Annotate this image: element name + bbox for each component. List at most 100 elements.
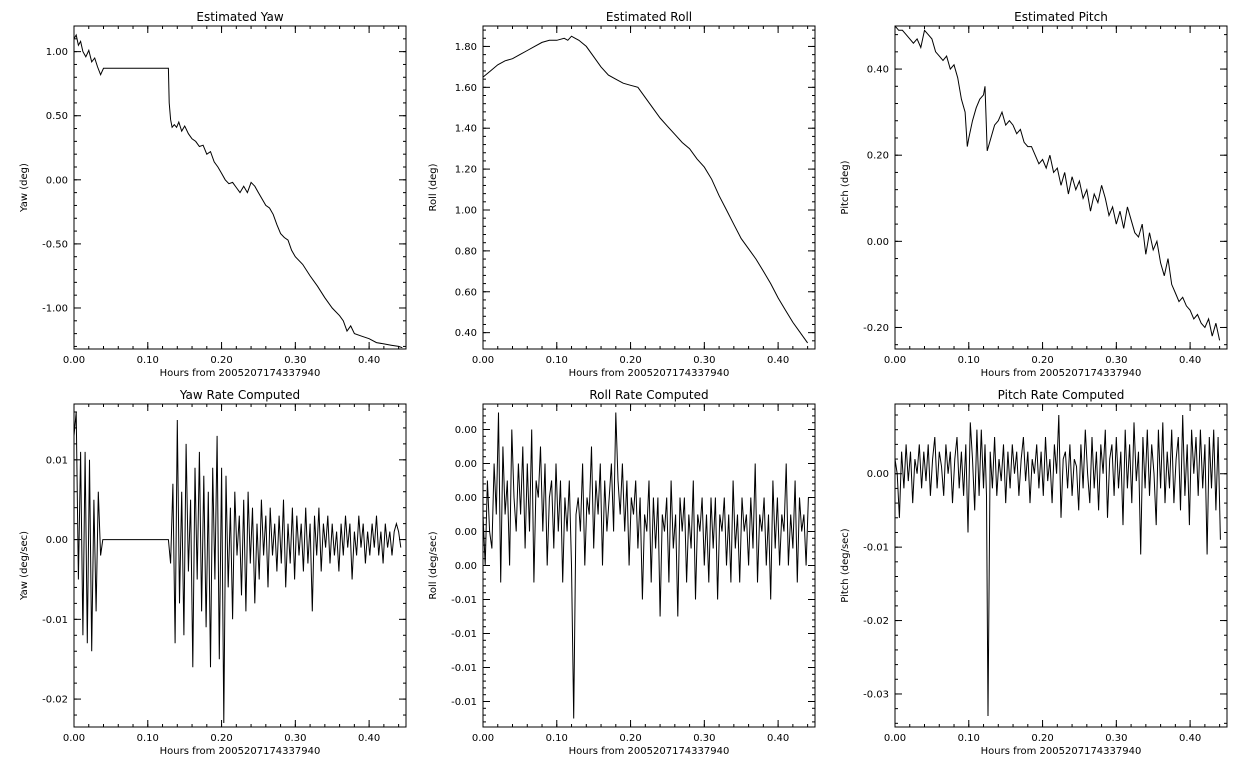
y-axis-label-yaw-rate: Yaw (deg/sec): [19, 531, 30, 601]
x-tick-label: 0.40: [1179, 733, 1201, 744]
y-tick-label: -0.02: [42, 695, 68, 706]
x-axis-label-pitch-rate: Hours from 2005207174337940: [981, 746, 1142, 757]
plot-frame-pitch: [894, 25, 1228, 350]
x-tick-label: 0.30: [284, 733, 306, 744]
y-tick-label: -0.20: [863, 323, 889, 334]
y-tick-label: 0.00: [867, 237, 889, 248]
y-tick-label: 1.00: [455, 205, 477, 216]
x-tick-label: 0.00: [884, 355, 906, 366]
y-tick-label: 0.50: [46, 111, 68, 122]
y-tick-label: 1.20: [455, 165, 477, 176]
y-tick-label: -0.01: [451, 663, 477, 674]
y-axis-label-roll: Roll (deg): [428, 163, 439, 211]
chart-pitch-rate: Pitch Rate Computed Hours from 2005207174…: [840, 388, 1228, 757]
series-line-pitch-rate: [895, 414, 1221, 717]
y-tick-label: -0.03: [863, 689, 889, 700]
series-line-yaw: [74, 33, 403, 349]
x-tick-label: 0.00: [63, 355, 85, 366]
x-tick-label: 0.40: [767, 355, 789, 366]
chart-yaw: Estimated Yaw Hours from 2005207174337940…: [19, 10, 407, 379]
x-tick-label: 0.40: [767, 733, 789, 744]
chart-title-pitch: Estimated Pitch: [1014, 10, 1108, 24]
y-tick-label: 0.00: [46, 535, 68, 546]
y-axis-label-roll-rate: Roll (deg/sec): [428, 531, 439, 599]
x-axis-label-pitch: Hours from 2005207174337940: [981, 368, 1142, 379]
y-tick-label: -0.01: [451, 595, 477, 606]
y-tick-label: 1.80: [455, 42, 477, 53]
x-tick-label: 0.40: [358, 355, 380, 366]
x-tick-label: 0.00: [472, 733, 494, 744]
x-tick-label: 0.20: [210, 355, 232, 366]
y-tick-label: -1.00: [42, 303, 68, 314]
y-axis-label-yaw: Yaw (deg): [19, 163, 30, 213]
y-tick-label: 0.00: [867, 469, 889, 480]
plot-frame-yaw: [73, 25, 407, 350]
x-axis-label-yaw: Hours from 2005207174337940: [160, 368, 321, 379]
y-tick-label: 1.40: [455, 124, 477, 135]
x-tick-label: 0.30: [284, 355, 306, 366]
x-tick-label: 0.20: [210, 733, 232, 744]
x-tick-label: 0.40: [1179, 355, 1201, 366]
y-tick-label: 0.60: [455, 287, 477, 298]
x-axis-label-roll: Hours from 2005207174337940: [569, 368, 730, 379]
x-tick-label: 0.00: [884, 733, 906, 744]
x-tick-label: 0.20: [619, 355, 641, 366]
x-tick-label: 0.10: [958, 355, 980, 366]
x-tick-label: 0.10: [546, 733, 568, 744]
y-tick-label: -0.02: [863, 616, 889, 627]
y-tick-label: -0.01: [451, 697, 477, 708]
chart-roll: Estimated Roll Hours from 200520717433794…: [428, 10, 816, 379]
plot-frame-yaw-rate: [73, 403, 407, 728]
x-tick-label: 0.10: [546, 355, 568, 366]
series-line-roll-rate: [483, 412, 809, 719]
y-axis-label-pitch: Pitch (deg): [840, 160, 851, 214]
y-tick-label: -0.01: [42, 615, 68, 626]
y-tick-label: 0.00: [455, 425, 477, 436]
plot-frame-roll: [482, 25, 816, 350]
y-tick-label: 0.20: [867, 151, 889, 162]
chart-title-roll-rate: Roll Rate Computed: [589, 388, 708, 402]
y-tick-label: 0.80: [455, 246, 477, 257]
series-line-roll: [483, 35, 809, 344]
y-tick-label: 0.00: [455, 459, 477, 470]
plot-frame-roll-rate: [482, 403, 816, 728]
y-tick-label: 0.00: [455, 561, 477, 572]
x-tick-label: 0.20: [1031, 733, 1053, 744]
y-tick-label: 1.00: [46, 47, 68, 58]
y-tick-label: 0.40: [455, 328, 477, 339]
y-tick-label: 0.00: [455, 527, 477, 538]
y-tick-label: -0.01: [863, 543, 889, 554]
y-tick-label: -0.01: [451, 629, 477, 640]
x-tick-label: 0.30: [1105, 355, 1127, 366]
x-tick-label: 0.00: [472, 355, 494, 366]
series-line-yaw-rate: [74, 411, 402, 724]
chart-title-yaw-rate: Yaw Rate Computed: [179, 388, 300, 402]
x-tick-label: 0.10: [137, 733, 159, 744]
chart-title-roll: Estimated Roll: [606, 10, 692, 24]
x-axis-label-yaw-rate: Hours from 2005207174337940: [160, 746, 321, 757]
x-tick-label: 0.30: [693, 355, 715, 366]
y-tick-label: 0.40: [867, 65, 889, 76]
y-axis-label-pitch-rate: Pitch (deg/sec): [840, 528, 851, 603]
x-tick-label: 0.20: [1031, 355, 1053, 366]
chart-title-pitch-rate: Pitch Rate Computed: [998, 388, 1125, 402]
chart-yaw-rate: Yaw Rate Computed Hours from 200520717433…: [19, 388, 407, 757]
y-tick-label: 0.00: [455, 493, 477, 504]
x-axis-label-roll-rate: Hours from 2005207174337940: [569, 746, 730, 757]
x-tick-label: 0.00: [63, 733, 85, 744]
chart-title-yaw: Estimated Yaw: [196, 10, 283, 24]
x-tick-label: 0.20: [619, 733, 641, 744]
x-tick-label: 0.30: [693, 733, 715, 744]
x-tick-label: 0.10: [958, 733, 980, 744]
y-tick-label: -0.50: [42, 239, 68, 250]
chart-roll-rate: Roll Rate Computed Hours from 20052071743…: [428, 388, 816, 757]
series-line-pitch: [895, 26, 1221, 341]
y-tick-label: 0.00: [46, 175, 68, 186]
x-tick-label: 0.40: [358, 733, 380, 744]
y-tick-label: 1.60: [455, 83, 477, 94]
plot-frame-pitch-rate: [894, 403, 1228, 728]
x-tick-label: 0.30: [1105, 733, 1127, 744]
chart-pitch: Estimated Pitch Hours from 20052071743379…: [840, 10, 1228, 379]
y-tick-label: 0.01: [46, 455, 68, 466]
